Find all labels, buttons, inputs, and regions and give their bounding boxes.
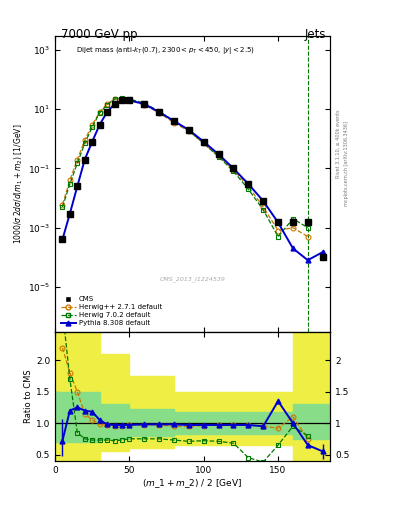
Y-axis label: Ratio to CMS: Ratio to CMS bbox=[24, 370, 33, 423]
Text: 7000 GeV pp: 7000 GeV pp bbox=[61, 28, 138, 41]
Text: mcplots.cern.ch [arXiv:1306.3436]: mcplots.cern.ch [arXiv:1306.3436] bbox=[344, 121, 349, 206]
Text: Rivet 3.1.10, ≥ 400k events: Rivet 3.1.10, ≥ 400k events bbox=[336, 109, 341, 178]
Legend: CMS, Herwig++ 2.7.1 default, Herwig 7.0.2 default, Pythia 8.308 default: CMS, Herwig++ 2.7.1 default, Herwig 7.0.… bbox=[59, 294, 164, 329]
Y-axis label: $1000/\sigma\,2d\sigma/d(m_1 + m_2)$ [1/GeV]: $1000/\sigma\,2d\sigma/d(m_1 + m_2)$ [1/… bbox=[13, 124, 25, 244]
Text: Dijet mass (anti-$k_T$(0.7), $2300<p_T<450$, $|y|<2.5$): Dijet mass (anti-$k_T$(0.7), $2300<p_T<4… bbox=[75, 45, 255, 56]
X-axis label: $(m\_1 + m\_2)$ / 2 [GeV]: $(m\_1 + m\_2)$ / 2 [GeV] bbox=[142, 477, 243, 490]
Text: Jets: Jets bbox=[305, 28, 326, 41]
Text: CMS_2013_I1224539: CMS_2013_I1224539 bbox=[160, 276, 226, 282]
